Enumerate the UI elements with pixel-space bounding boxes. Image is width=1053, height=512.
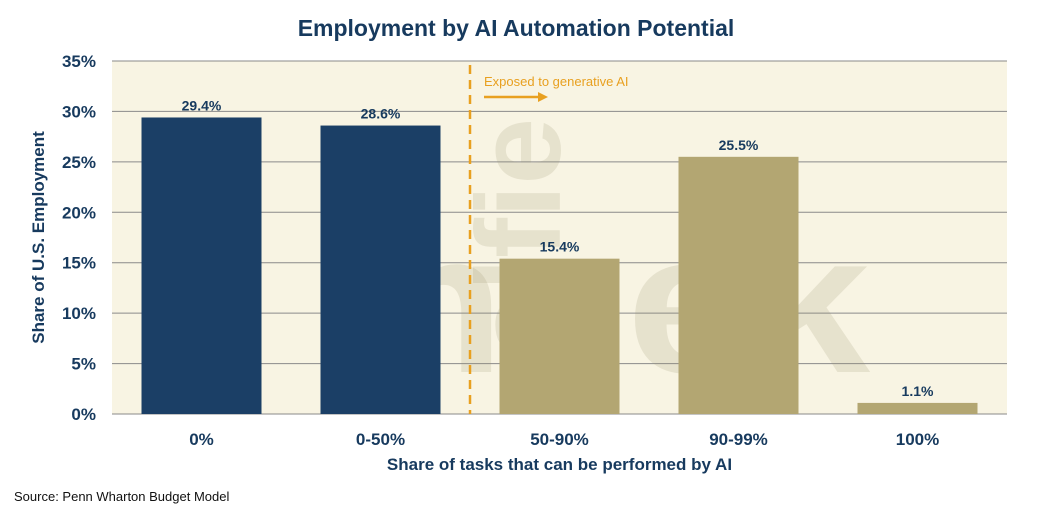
bars: 29.4% 28.6% 15.4% 25.5% 1.1%: [141, 97, 978, 415]
y-tick-label: 15%: [62, 254, 96, 273]
exposure-annotation: Exposed to generative AI: [468, 65, 629, 414]
data-label: 29.4%: [182, 97, 222, 113]
bar-90-99: [678, 156, 799, 415]
arrow-head-icon: [538, 92, 548, 102]
bar-0-50: [320, 125, 441, 414]
y-axis-title: Share of U.S. Employment: [29, 131, 48, 344]
y-axis-ticks: 0% 5% 10% 15% 20% 25% 30% 35%: [62, 52, 96, 424]
y-tick-label: 0%: [71, 405, 96, 424]
data-label: 28.6%: [361, 106, 401, 122]
x-tick-label: 90-99%: [709, 430, 768, 449]
y-tick-label: 5%: [71, 355, 96, 374]
exposure-annotation-label: Exposed to generative AI: [484, 74, 629, 89]
x-tick-label: 100%: [896, 430, 939, 449]
data-label: 1.1%: [902, 383, 934, 399]
y-tick-label: 10%: [62, 304, 96, 323]
data-label: 25.5%: [719, 137, 759, 153]
x-axis-ticks: 0% 0-50% 50-90% 90-99% 100%: [189, 430, 939, 449]
source-note: Source: Penn Wharton Budget Model: [14, 489, 230, 504]
x-tick-label: 50-90%: [530, 430, 589, 449]
bar-0: [141, 117, 262, 414]
x-axis-title: Share of tasks that can be performed by …: [387, 455, 732, 474]
chart-title: Employment by AI Automation Potential: [298, 15, 735, 41]
y-tick-label: 20%: [62, 203, 96, 222]
y-tick-label: 35%: [62, 52, 96, 71]
data-label: 15.4%: [540, 239, 580, 255]
x-tick-label: 0%: [189, 430, 214, 449]
x-tick-label: 0-50%: [356, 430, 405, 449]
y-tick-label: 25%: [62, 153, 96, 172]
bar-50-90: [499, 258, 620, 414]
y-tick-label: 30%: [62, 102, 96, 121]
bar-100: [857, 402, 978, 414]
